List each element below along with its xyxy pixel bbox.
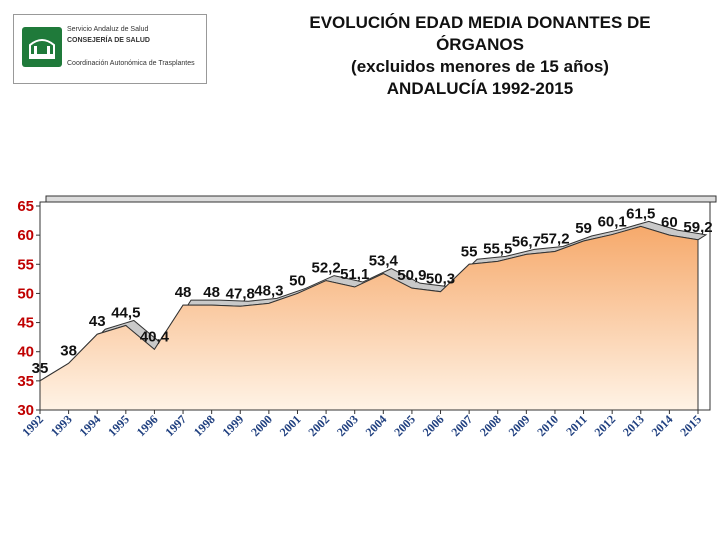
x-tick-label: 1993 bbox=[48, 412, 75, 439]
data-label: 59 bbox=[575, 220, 592, 237]
x-tick-label: 2010 bbox=[534, 412, 561, 439]
title-line-4: ANDALUCÍA 1992-2015 bbox=[386, 79, 574, 98]
data-label: 60,1 bbox=[598, 214, 627, 231]
logo-service-name: Servicio Andaluz de Salud bbox=[67, 26, 149, 33]
title-line-2: ÓRGANOS bbox=[436, 35, 524, 54]
x-tick-label: 1995 bbox=[105, 412, 132, 439]
data-label: 61,5 bbox=[626, 205, 655, 222]
x-tick-label: 2002 bbox=[305, 412, 332, 439]
x-tick-label: 1997 bbox=[162, 412, 189, 439]
logo-department-name: CONSEJERÍA DE SALUD bbox=[67, 37, 150, 44]
data-label: 57,2 bbox=[540, 230, 569, 247]
y-tick-label: 40 bbox=[17, 344, 34, 361]
data-label: 48,3 bbox=[254, 282, 283, 299]
x-tick-label: 2012 bbox=[591, 412, 618, 439]
x-tick-label: 2001 bbox=[277, 412, 304, 439]
y-tick-label: 50 bbox=[17, 285, 34, 302]
junta-andalucia-emblem-icon bbox=[22, 27, 62, 67]
title-line-1: EVOLUCIÓN EDAD MEDIA DONANTES DE bbox=[309, 13, 651, 32]
logo-box: Servicio Andaluz de Salud CONSEJERÍA DE … bbox=[13, 14, 207, 84]
data-label: 50,9 bbox=[397, 267, 426, 284]
y-tick-label: 55 bbox=[17, 256, 34, 273]
y-tick-label: 35 bbox=[17, 373, 34, 390]
data-label: 35 bbox=[32, 360, 49, 377]
data-label: 48 bbox=[203, 284, 220, 301]
data-label: 59,2 bbox=[683, 219, 712, 236]
data-label: 60 bbox=[661, 214, 678, 231]
data-label: 43 bbox=[89, 313, 106, 330]
x-tick-label: 2000 bbox=[248, 412, 275, 439]
data-label: 55 bbox=[461, 243, 478, 260]
x-tick-label: 2008 bbox=[477, 412, 504, 439]
x-tick-label: 2013 bbox=[620, 412, 647, 439]
data-label: 55,5 bbox=[483, 240, 512, 257]
x-tick-label: 2014 bbox=[649, 412, 676, 439]
x-tick-label: 1996 bbox=[134, 412, 161, 439]
data-label: 50 bbox=[289, 272, 306, 289]
x-tick-label: 2005 bbox=[391, 412, 418, 439]
x-tick-label: 2006 bbox=[420, 412, 447, 439]
data-label: 44,5 bbox=[111, 304, 140, 321]
data-label: 52,2 bbox=[311, 260, 340, 277]
data-label: 50,3 bbox=[426, 271, 455, 288]
x-tick-label: 2007 bbox=[448, 412, 475, 439]
data-label: 47,8 bbox=[226, 285, 255, 302]
x-tick-label: 2009 bbox=[506, 412, 533, 439]
plot-frame-top-3d bbox=[45, 195, 717, 203]
logo-coordination-name: Coordinación Autonómica de Trasplantes bbox=[67, 60, 195, 67]
data-label: 48 bbox=[175, 284, 192, 301]
x-tick-label: 2015 bbox=[677, 412, 704, 439]
x-tick-label: 2004 bbox=[363, 412, 390, 439]
x-tick-label: 1998 bbox=[191, 412, 218, 439]
x-tick-label: 1999 bbox=[220, 412, 247, 439]
data-label: 53,4 bbox=[369, 253, 399, 270]
area-series bbox=[39, 225, 699, 411]
data-label: 56,7 bbox=[512, 233, 541, 250]
data-label: 40,4 bbox=[140, 328, 170, 345]
data-label: 51,1 bbox=[340, 266, 369, 283]
chart-title: EVOLUCIÓN EDAD MEDIA DONANTES DE ÓRGANOS… bbox=[265, 12, 695, 100]
x-tick-label: 1994 bbox=[76, 412, 103, 439]
title-line-3: (excluidos menores de 15 años) bbox=[351, 57, 609, 76]
y-tick-label: 60 bbox=[17, 227, 34, 244]
y-tick-label: 65 bbox=[17, 198, 34, 215]
x-tick-label: 2011 bbox=[563, 412, 589, 438]
data-label: 38 bbox=[60, 342, 77, 359]
y-tick-label: 45 bbox=[17, 315, 34, 332]
y-tick-label: 30 bbox=[17, 402, 34, 419]
x-tick-label: 2003 bbox=[334, 412, 361, 439]
